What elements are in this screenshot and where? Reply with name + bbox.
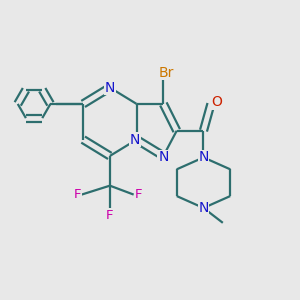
Text: N: N	[105, 81, 115, 94]
Text: N: N	[198, 201, 209, 215]
Text: N: N	[130, 133, 140, 147]
Text: F: F	[74, 188, 81, 201]
Text: O: O	[212, 95, 222, 110]
Text: Br: Br	[159, 66, 174, 80]
Text: N: N	[158, 150, 169, 164]
Text: F: F	[134, 188, 142, 201]
Text: N: N	[198, 150, 209, 164]
Text: F: F	[106, 209, 114, 222]
